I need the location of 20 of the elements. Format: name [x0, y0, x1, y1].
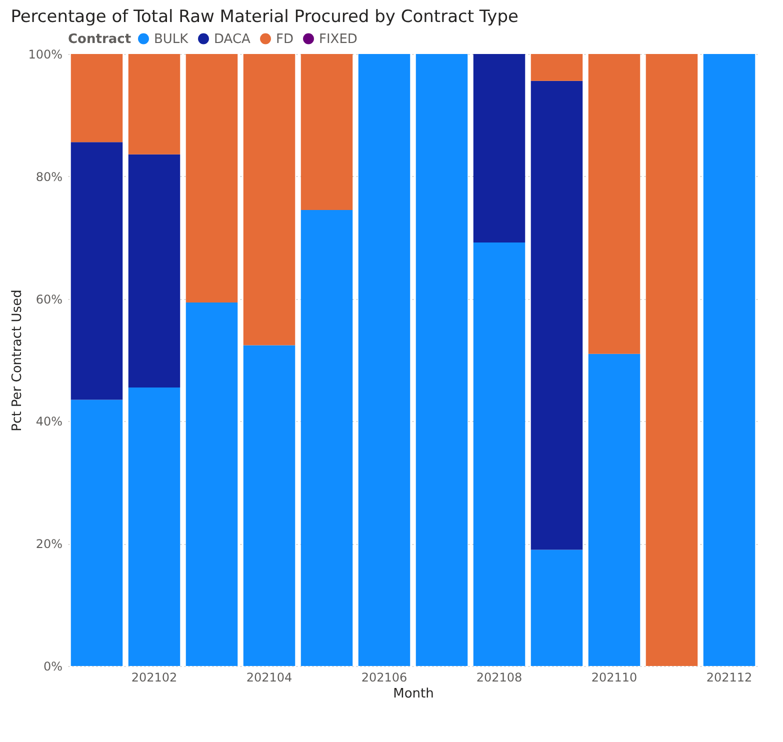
legend-label: FD: [276, 32, 294, 47]
x-tick-label: 202102: [131, 670, 178, 684]
y-axis-title: Pct Per Contract Used: [10, 290, 26, 432]
x-tick-label: 202104: [246, 670, 292, 684]
y-tick-label: 40%: [36, 414, 62, 429]
x-tick-label: 202110: [591, 670, 638, 684]
y-tick-label: 60%: [36, 292, 62, 306]
x-tick-label: 202108: [476, 670, 522, 684]
x-tick-label: 202112: [706, 670, 752, 684]
legend-label: BULK: [154, 32, 189, 47]
y-tick-label: 20%: [36, 537, 62, 552]
legend-label: DACA: [214, 32, 251, 47]
legend-label: FIXED: [319, 32, 358, 47]
y-tick-label: 80%: [36, 170, 62, 184]
y-tick-label: 100%: [28, 48, 62, 62]
y-tick-label: 0%: [43, 660, 62, 674]
x-tick-label: 202106: [361, 670, 408, 684]
legend-title: Contract: [68, 32, 132, 47]
x-axis-title: Month: [393, 686, 434, 702]
chart-title: Percentage of Total Raw Material Procured by Contract Type: [10, 7, 518, 27]
